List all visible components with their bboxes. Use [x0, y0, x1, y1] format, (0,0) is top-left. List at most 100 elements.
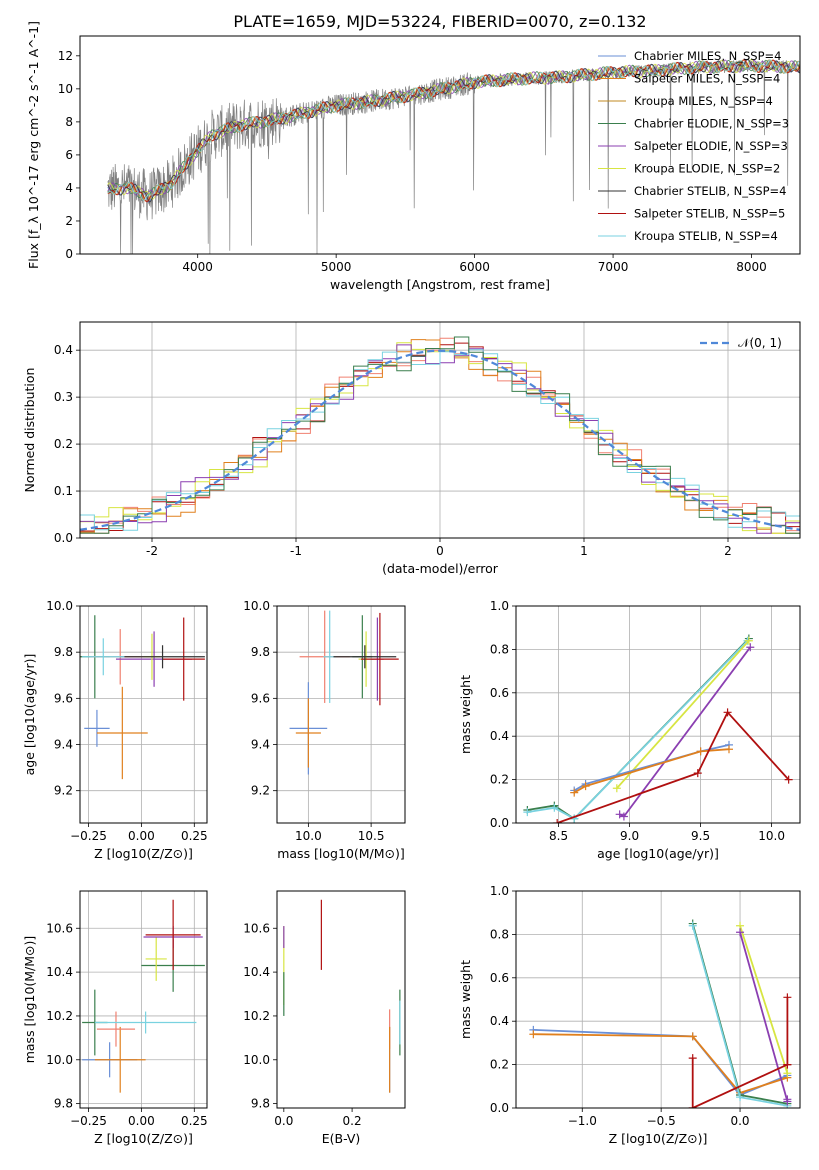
weight-line [533, 1029, 788, 1097]
x-tick-label: 6000 [459, 260, 490, 274]
x-tick-label: 10.5 [358, 829, 385, 843]
weight-line [533, 1033, 788, 1094]
x-tick-label: 0.0 [730, 1114, 749, 1128]
y-tick-label: 10.0 [243, 599, 270, 613]
weight-line [573, 744, 730, 792]
x-tick-label: 0.25 [181, 1114, 208, 1128]
y-axis-label: Flux [f_λ 10^-17 erg cm^-2 s^-1 A^-1] [26, 21, 41, 269]
y-tick-label: 10.0 [46, 599, 73, 613]
y-tick-label: 1.0 [490, 599, 509, 613]
legend-label: Kroupa ELODIE, N_SSP=2 [634, 162, 780, 176]
y-tick-label: 9.6 [54, 691, 73, 705]
x-tick-label: −1.0 [568, 1114, 597, 1128]
weight-point-marker [783, 1060, 792, 1069]
legend-label: Kroupa STELIB, N_SSP=4 [634, 229, 778, 243]
y-tick-label: 8 [65, 115, 73, 129]
chart-residuals: -2 -1 0 1 2 0.0 0.1 0.2 0.3 0.4 (data-model)/error… [22, 321, 801, 576]
weight-point-marker [581, 782, 590, 791]
weight-point-marker [693, 769, 702, 778]
plot-frame [515, 890, 801, 1109]
y-tick-label: 1.0 [490, 884, 509, 898]
x-tick-label: −0.25 [70, 829, 107, 843]
weight-point-marker [746, 643, 755, 652]
x-axis-label: age [log10(age/yr)] [597, 846, 719, 861]
y-tick-label: 9.8 [251, 645, 270, 659]
y-tick-label: 2 [65, 214, 73, 228]
y-tick-label: 10.4 [243, 965, 270, 979]
y-tick-label: 0.6 [490, 686, 509, 700]
y-tick-label: 0.4 [490, 1014, 509, 1028]
legend-label: Kroupa MILES, N_SSP=4 [634, 94, 773, 108]
x-tick-label: 0.2 [343, 1114, 362, 1128]
y-tick-label: 0.1 [54, 484, 73, 498]
y-tick-label: 9.8 [251, 1097, 270, 1111]
weight-point-marker [688, 921, 697, 930]
chart-spectrum: 4000 5000 6000 7000 8000 0 2 4 6 8 10 12 wavelength … [26, 21, 801, 292]
x-tick-label: 8000 [736, 260, 767, 274]
plot-frame [515, 605, 801, 824]
x-axis-label: wavelength [Angstrom, rest frame] [330, 277, 550, 292]
y-axis-label: age [log10(age/yr)] [22, 654, 37, 776]
plot-frame [79, 890, 208, 1109]
chart-z-vs-mass: −0.25 0.00 0.25 9.8 10.0 10.2 10.4 10.6 Z [log10… [22, 890, 208, 1146]
y-tick-label: 0.8 [490, 927, 509, 941]
weight-point-marker [783, 1095, 792, 1104]
weight-point-marker [619, 812, 628, 821]
y-tick-label: 0.2 [490, 1058, 509, 1072]
plot-area-z-vs-mass [82, 899, 205, 1093]
plot-area-spectrum [107, 58, 800, 254]
weight-point-marker [736, 1093, 745, 1102]
model-spectrum [107, 59, 800, 201]
x-tick-label: 4000 [182, 260, 213, 274]
plot-area-ebv-vs-mass [283, 899, 401, 1093]
y-tick-label: 9.8 [54, 645, 73, 659]
y-tick-label: 9.2 [251, 784, 270, 798]
y-tick-label: 10 [58, 82, 73, 96]
weight-point-marker [550, 803, 559, 812]
x-tick-label: 9.0 [620, 829, 639, 843]
y-axis-label: mass weight [458, 960, 473, 1039]
x-tick-label: 0.00 [128, 829, 155, 843]
weight-point-marker [696, 747, 705, 756]
plot-area-z-vs-age [80, 615, 205, 780]
chart-mass-vs-age: 10.0 10.5 9.2 9.4 9.6 9.8 10.0 mass [log10(M/M⊙… [243, 599, 406, 861]
chart-age-vs-weight: 8.5 9.0 9.5 10.0 0.0 0.2 0.4 0.6 0.8 1.0 age [log1… [458, 599, 801, 861]
observed-spectrum [107, 59, 800, 254]
y-tick-label: 0.8 [490, 642, 509, 656]
plot-frame [79, 605, 208, 824]
weight-point-marker [783, 993, 792, 1002]
y-tick-label: 9.8 [54, 1097, 73, 1111]
y-tick-label: 12 [58, 49, 73, 63]
y-tick-label: 0 [65, 247, 73, 261]
y-tick-label: 9.4 [54, 738, 73, 752]
x-tick-label: 0.00 [128, 1114, 155, 1128]
x-tick-label: 7000 [598, 260, 629, 274]
model-spectrum [107, 58, 800, 200]
y-tick-label: 0.3 [54, 390, 73, 404]
figure-title: PLATE=1659, MJD=53224, FIBERID=0070, z=0… [233, 12, 647, 31]
weight-line [556, 710, 790, 823]
y-tick-label: 0.4 [490, 729, 509, 743]
x-tick-label: 0 [436, 544, 444, 558]
y-tick-label: 10.4 [46, 965, 73, 979]
y-tick-label: 9.6 [251, 691, 270, 705]
weight-point-marker [688, 1054, 697, 1063]
weight-point-marker [553, 819, 562, 823]
weight-line [616, 640, 750, 789]
x-axis-label: Z [log10(Z/Z⊙)] [609, 1131, 708, 1146]
weight-point-marker [784, 775, 793, 784]
weight-point-marker [523, 808, 532, 817]
x-tick-label: 10.0 [295, 829, 322, 843]
weight-point-marker [529, 1030, 538, 1039]
x-tick-label: 0.0 [274, 1114, 293, 1128]
plot-area-age-vs-weight [523, 634, 793, 823]
histogram-step [80, 336, 800, 534]
x-tick-label: 1 [580, 544, 588, 558]
y-tick-label: 10.2 [46, 1009, 73, 1023]
x-axis-label: (data-model)/error [382, 561, 499, 576]
x-tick-label: 5000 [321, 260, 352, 274]
y-tick-label: 4 [65, 181, 73, 195]
chart-z-vs-weight: −1.0 −0.5 0.0 0.0 0.2 0.4 0.6 0.8 1.0 Z [log10(Z/… [458, 884, 801, 1146]
x-axis-label: Z [log10(Z/Z⊙)] [94, 846, 193, 861]
